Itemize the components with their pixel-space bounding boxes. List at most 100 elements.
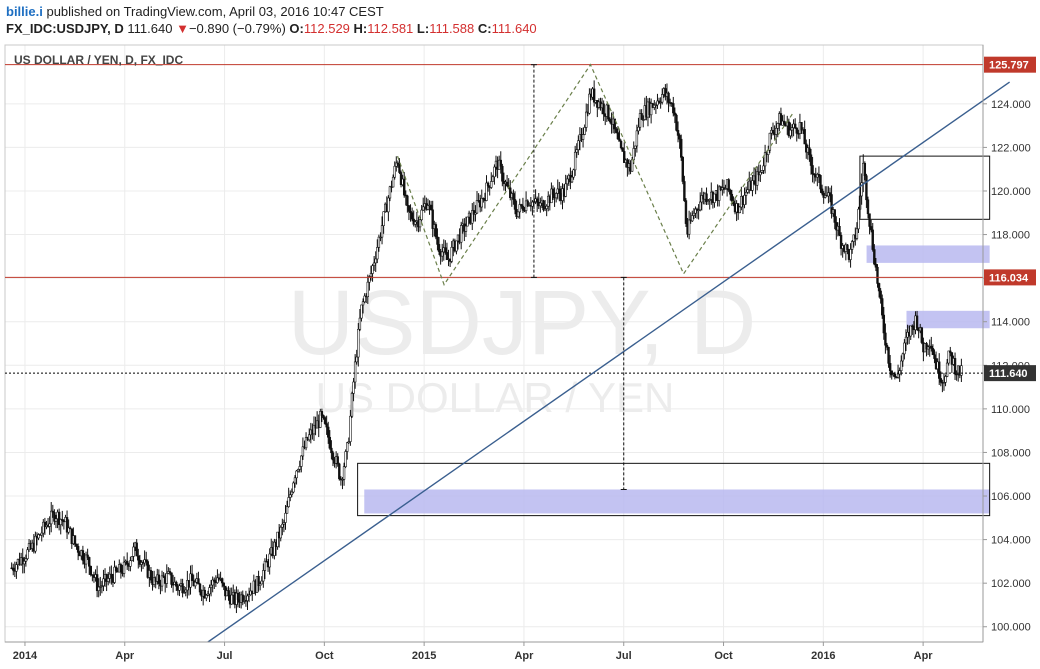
candle-body bbox=[100, 585, 104, 587]
price-label-text: 116.034 bbox=[989, 272, 1029, 284]
candle-body bbox=[293, 477, 297, 484]
author-link[interactable]: billie.i bbox=[6, 4, 43, 19]
candle-body bbox=[279, 526, 282, 539]
x-tick-label: Apr bbox=[514, 650, 534, 662]
candle-body bbox=[592, 88, 596, 103]
candle-body bbox=[170, 572, 173, 585]
candle-body bbox=[855, 228, 859, 239]
close-label: C: bbox=[477, 21, 492, 36]
candle-body bbox=[656, 100, 659, 106]
candle-body bbox=[403, 178, 406, 196]
candle-body bbox=[939, 378, 943, 383]
candle-body bbox=[616, 132, 620, 140]
candle-body bbox=[903, 342, 906, 355]
candle-body bbox=[398, 163, 401, 173]
candle-body bbox=[350, 393, 354, 417]
candle-body bbox=[485, 182, 488, 201]
candle-body bbox=[887, 346, 890, 364]
candle-body bbox=[459, 225, 463, 243]
demand-zone bbox=[866, 245, 990, 263]
candle-body bbox=[48, 523, 51, 527]
candle-body bbox=[762, 165, 765, 171]
candle-body bbox=[444, 247, 447, 253]
candle-body bbox=[642, 119, 645, 121]
chart-title: US DOLLAR / YEN, D, FX_IDC bbox=[14, 53, 183, 67]
candle-body bbox=[623, 151, 626, 163]
candle-body bbox=[298, 466, 301, 470]
candle-body bbox=[184, 589, 187, 593]
candle-body bbox=[81, 550, 85, 561]
candle-body bbox=[868, 213, 871, 227]
y-tick-label: 104.000 bbox=[991, 535, 1031, 547]
candle-body bbox=[175, 581, 178, 587]
candle-body bbox=[368, 276, 371, 283]
candle-body bbox=[300, 455, 303, 467]
candle-body bbox=[276, 531, 279, 548]
candle-body bbox=[499, 159, 502, 167]
candle-body bbox=[615, 128, 618, 133]
candle-body bbox=[572, 169, 575, 178]
candle-body bbox=[149, 570, 153, 581]
candle-body bbox=[230, 594, 233, 605]
candle-body bbox=[290, 491, 294, 496]
candle-body bbox=[543, 208, 547, 211]
candle-body bbox=[57, 511, 61, 525]
candle-body bbox=[338, 463, 341, 480]
candle-body bbox=[376, 247, 379, 260]
down-arrow-icon: ▼ bbox=[176, 21, 189, 36]
candle-body bbox=[588, 93, 591, 114]
candle-body bbox=[539, 202, 542, 207]
candle-body bbox=[694, 208, 697, 214]
candle-body bbox=[926, 346, 930, 350]
price-label-box bbox=[984, 56, 1036, 73]
candle-body bbox=[455, 240, 458, 252]
candle-body bbox=[542, 200, 545, 211]
candle-body bbox=[743, 194, 746, 205]
symbol-label: FX_IDC:USDJPY, D bbox=[6, 21, 124, 36]
candle-body bbox=[396, 162, 400, 165]
candle-body bbox=[107, 578, 110, 582]
candle-body bbox=[661, 94, 664, 103]
chart-header: billie.i published on TradingView.com, A… bbox=[0, 0, 1040, 44]
candle-body bbox=[43, 521, 47, 527]
price-chart[interactable]: USDJPY, D US DOLLAR / YEN US DOLLAR / YE… bbox=[0, 42, 1040, 669]
candle-body bbox=[865, 175, 868, 201]
candle-body bbox=[657, 100, 661, 103]
candle-body bbox=[573, 151, 577, 171]
candle-body bbox=[566, 178, 569, 185]
candle-body bbox=[21, 557, 24, 565]
candle-body bbox=[129, 560, 132, 567]
candle-body bbox=[420, 209, 423, 221]
candle-body bbox=[953, 358, 957, 375]
candle-body bbox=[258, 583, 262, 587]
candle-body bbox=[717, 186, 721, 201]
candle-body bbox=[885, 344, 889, 348]
candle-body bbox=[817, 174, 821, 176]
watermark-name: US DOLLAR / YEN bbox=[316, 374, 675, 421]
candle-body bbox=[635, 130, 639, 147]
candle-body bbox=[900, 360, 903, 371]
candle-body bbox=[681, 157, 684, 182]
candle-body bbox=[391, 176, 395, 188]
candle-body bbox=[387, 197, 390, 213]
candle-body bbox=[355, 356, 358, 363]
candle-body bbox=[634, 145, 637, 149]
candle-body bbox=[776, 123, 779, 129]
candle-body bbox=[787, 121, 791, 137]
candle-body bbox=[26, 549, 29, 559]
candle-body bbox=[621, 147, 624, 152]
candle-body bbox=[490, 181, 493, 188]
candle-body bbox=[945, 362, 949, 377]
candle-body bbox=[160, 575, 164, 587]
candle-body bbox=[877, 283, 881, 292]
candle-body bbox=[97, 586, 100, 591]
candle-body bbox=[512, 193, 515, 200]
candle-body bbox=[50, 510, 53, 525]
candle-body bbox=[638, 113, 642, 128]
candle-body bbox=[331, 452, 335, 461]
candle-body bbox=[475, 200, 479, 214]
candle-body bbox=[429, 204, 433, 211]
candle-body bbox=[545, 205, 548, 209]
candle-body bbox=[349, 415, 352, 442]
candle-body bbox=[409, 211, 412, 213]
